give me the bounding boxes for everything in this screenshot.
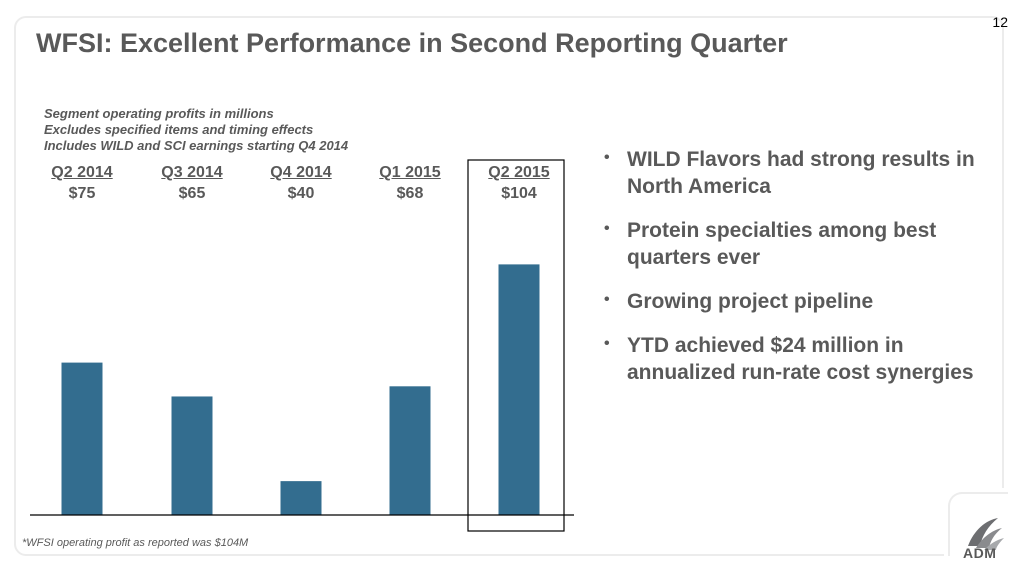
category-header: Q1 2015 $68 bbox=[360, 162, 460, 204]
bullet-text: Protein specialties among best quarters … bbox=[627, 219, 937, 269]
bar-q1-2015 bbox=[389, 386, 431, 515]
adm-logo-icon bbox=[968, 518, 1004, 550]
bullet-text: WILD Flavors had strong results in North… bbox=[627, 148, 975, 198]
chart-subtitle: Segment operating profits in millions Ex… bbox=[44, 106, 364, 154]
slide-frame bbox=[14, 16, 1004, 556]
bullet-item: • YTD achieved $24 million in annualized … bbox=[604, 332, 994, 386]
bar-q2-2015 bbox=[498, 264, 540, 515]
logo-corner-frame bbox=[948, 492, 1008, 556]
bullet-dot-icon: • bbox=[604, 335, 610, 352]
slide-title: WFSI: Excellent Performance in Second Re… bbox=[36, 28, 788, 58]
subtitle-line: Excludes specified items and timing effe… bbox=[44, 122, 314, 137]
bullet-text: Growing project pipeline bbox=[627, 290, 874, 313]
tick-label: Q2 2015 bbox=[488, 164, 550, 181]
bullet-item: • WILD Flavors had strong results in Nort… bbox=[604, 146, 994, 200]
category-header: Q3 2014 $65 bbox=[142, 162, 242, 204]
bullet-dot-icon: • bbox=[604, 220, 610, 237]
tick-label: Q2 2014 bbox=[51, 164, 113, 181]
bullet-dot-icon: • bbox=[604, 149, 610, 166]
bullet-item: • Growing project pipeline bbox=[604, 288, 994, 315]
data-label: $68 bbox=[396, 185, 424, 202]
category-header: Q2 2015 $104 bbox=[469, 162, 569, 204]
highlight-box bbox=[467, 159, 565, 532]
subtitle-line: Includes WILD and SCI earnings starting … bbox=[44, 138, 349, 153]
bullet-item: • Protein specialties among best quarters… bbox=[604, 217, 994, 271]
data-label: $104 bbox=[501, 185, 537, 202]
bullet-text: YTD achieved $24 million in annualized r… bbox=[627, 334, 974, 384]
data-label: $40 bbox=[287, 185, 315, 202]
category-header: Q4 2014 $40 bbox=[251, 162, 351, 204]
page-number: 12 bbox=[992, 14, 1008, 30]
tick-label: Q4 2014 bbox=[270, 164, 332, 181]
bar-q2-2014 bbox=[61, 362, 103, 515]
footnote: *WFSI operating profit as reported was $… bbox=[22, 537, 249, 549]
data-label: $75 bbox=[68, 185, 96, 202]
bar-q3-2014 bbox=[171, 396, 213, 515]
tick-label: Q1 2015 bbox=[379, 164, 441, 181]
bullet-dot-icon: • bbox=[604, 291, 610, 308]
bar-q4-2014 bbox=[280, 481, 322, 515]
data-label: $65 bbox=[178, 185, 206, 202]
adm-logo-text: ADM bbox=[963, 545, 997, 561]
bullet-list: • WILD Flavors had strong results in Nort… bbox=[604, 146, 994, 403]
tick-label: Q3 2014 bbox=[161, 164, 223, 181]
category-header: Q2 2014 $75 bbox=[32, 162, 132, 204]
subtitle-line: Segment operating profits in millions bbox=[44, 106, 274, 121]
